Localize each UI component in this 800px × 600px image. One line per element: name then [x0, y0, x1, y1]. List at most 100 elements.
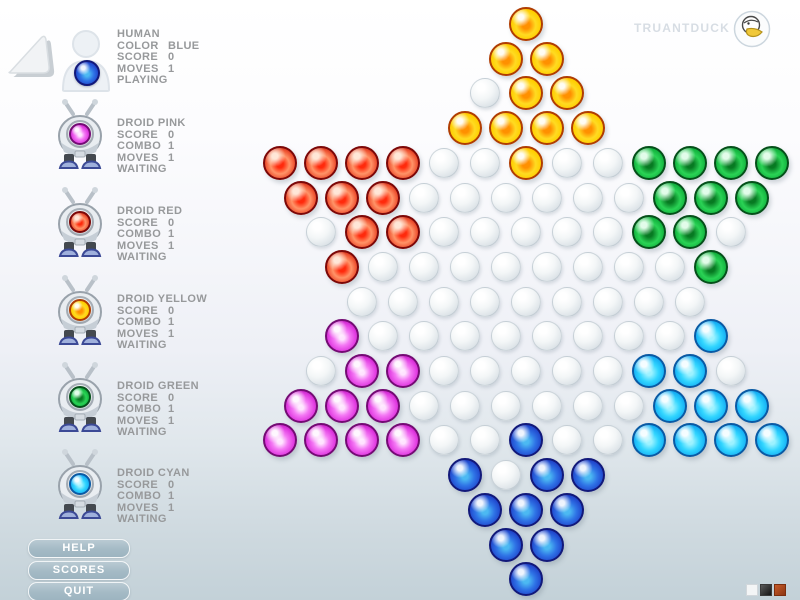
board-marble-blue[interactable]: [468, 492, 502, 527]
white-swatch[interactable]: [746, 584, 758, 596]
board-marble-blue[interactable]: [509, 492, 543, 527]
board-hole[interactable]: [470, 425, 500, 456]
board-marble-red[interactable]: [283, 180, 318, 215]
board-hole[interactable]: [613, 390, 644, 421]
board-marble-red[interactable]: [345, 145, 379, 180]
board-marble-blue[interactable]: [509, 423, 543, 458]
board-hole[interactable]: [490, 460, 521, 491]
board-marble-cyan[interactable]: [632, 354, 666, 388]
board-marble-cyan[interactable]: [673, 423, 707, 458]
board-marble-cyan[interactable]: [693, 388, 728, 423]
help-button[interactable]: HELP: [28, 539, 130, 558]
board-marble-blue[interactable]: [550, 492, 584, 527]
board-marble-yellow[interactable]: [488, 111, 523, 146]
board-hole[interactable]: [572, 390, 603, 421]
board-marble-red[interactable]: [324, 180, 359, 215]
board-hole[interactable]: [593, 286, 623, 317]
board-hole[interactable]: [572, 321, 603, 352]
board-marble-red[interactable]: [263, 145, 297, 180]
board-hole[interactable]: [531, 251, 562, 282]
board-hole[interactable]: [429, 356, 459, 386]
board-marble-blue[interactable]: [570, 458, 605, 493]
board-marble-pink[interactable]: [263, 423, 297, 458]
board-hole[interactable]: [367, 321, 398, 352]
board-hole[interactable]: [613, 321, 644, 352]
board-hole[interactable]: [593, 356, 623, 386]
board-marble-red[interactable]: [345, 215, 379, 250]
board-marble-green[interactable]: [755, 145, 789, 180]
board-hole[interactable]: [408, 182, 439, 213]
board-hole[interactable]: [593, 217, 623, 248]
board-marble-pink[interactable]: [365, 388, 400, 423]
board-marble-green[interactable]: [714, 145, 748, 180]
board-hole[interactable]: [470, 217, 500, 248]
board-hole[interactable]: [552, 286, 582, 317]
board-hole[interactable]: [470, 78, 500, 109]
board-hole[interactable]: [593, 425, 623, 456]
board-marble-cyan[interactable]: [632, 423, 666, 458]
board-hole[interactable]: [552, 356, 582, 386]
board-hole[interactable]: [531, 182, 562, 213]
board-hole[interactable]: [306, 356, 336, 386]
board-marble-yellow[interactable]: [529, 41, 564, 76]
board-hole[interactable]: [552, 217, 582, 248]
board-marble-red[interactable]: [386, 145, 420, 180]
board-marble-cyan[interactable]: [693, 319, 728, 354]
board-hole[interactable]: [408, 251, 439, 282]
board-marble-green[interactable]: [652, 180, 687, 215]
board-marble-pink[interactable]: [386, 354, 420, 388]
board-marble-green[interactable]: [693, 249, 728, 284]
board-hole[interactable]: [511, 217, 541, 248]
board-marble-yellow[interactable]: [550, 76, 584, 111]
board-hole[interactable]: [552, 425, 582, 456]
board-hole[interactable]: [572, 182, 603, 213]
board-hole[interactable]: [613, 251, 644, 282]
rust-swatch[interactable]: [774, 584, 786, 596]
board-marble-yellow[interactable]: [509, 76, 543, 111]
board-marble-cyan[interactable]: [734, 388, 769, 423]
board-hole[interactable]: [490, 390, 521, 421]
board-marble-cyan[interactable]: [755, 423, 789, 458]
board-marble-yellow[interactable]: [447, 111, 482, 146]
board-marble-green[interactable]: [673, 215, 707, 250]
board-marble-red[interactable]: [365, 180, 400, 215]
board-marble-cyan[interactable]: [673, 354, 707, 388]
board-hole[interactable]: [511, 286, 541, 317]
board-marble-yellow[interactable]: [509, 145, 543, 180]
board-marble-blue[interactable]: [529, 527, 564, 562]
board-hole[interactable]: [470, 286, 500, 317]
board-hole[interactable]: [613, 182, 644, 213]
board-hole[interactable]: [470, 147, 500, 178]
board-hole[interactable]: [470, 356, 500, 386]
board-marble-pink[interactable]: [345, 423, 379, 458]
board-marble-blue[interactable]: [447, 458, 482, 493]
board-hole[interactable]: [449, 390, 480, 421]
board-marble-green[interactable]: [632, 145, 666, 180]
quit-button[interactable]: QUIT: [28, 582, 130, 600]
board-marble-yellow[interactable]: [529, 111, 564, 146]
board-hole[interactable]: [306, 217, 336, 248]
board-marble-green[interactable]: [632, 215, 666, 250]
board-marble-blue[interactable]: [509, 562, 543, 597]
board-marble-pink[interactable]: [324, 319, 359, 354]
board-hole[interactable]: [572, 251, 603, 282]
board-marble-green[interactable]: [673, 145, 707, 180]
board-hole[interactable]: [490, 182, 521, 213]
board-marble-yellow[interactable]: [509, 7, 543, 41]
board-hole[interactable]: [388, 286, 418, 317]
board-hole[interactable]: [367, 251, 398, 282]
board-marble-red[interactable]: [324, 249, 359, 284]
board-hole[interactable]: [531, 321, 562, 352]
board-hole[interactable]: [511, 356, 541, 386]
board-hole[interactable]: [449, 251, 480, 282]
black-swatch[interactable]: [760, 584, 772, 596]
board-hole[interactable]: [654, 251, 685, 282]
board-hole[interactable]: [408, 321, 439, 352]
board-marble-pink[interactable]: [345, 354, 379, 388]
board-hole[interactable]: [490, 321, 521, 352]
board-marble-green[interactable]: [734, 180, 769, 215]
board-marble-green[interactable]: [693, 180, 728, 215]
board-hole[interactable]: [675, 286, 705, 317]
board-marble-pink[interactable]: [283, 388, 318, 423]
board-marble-blue[interactable]: [529, 458, 564, 493]
